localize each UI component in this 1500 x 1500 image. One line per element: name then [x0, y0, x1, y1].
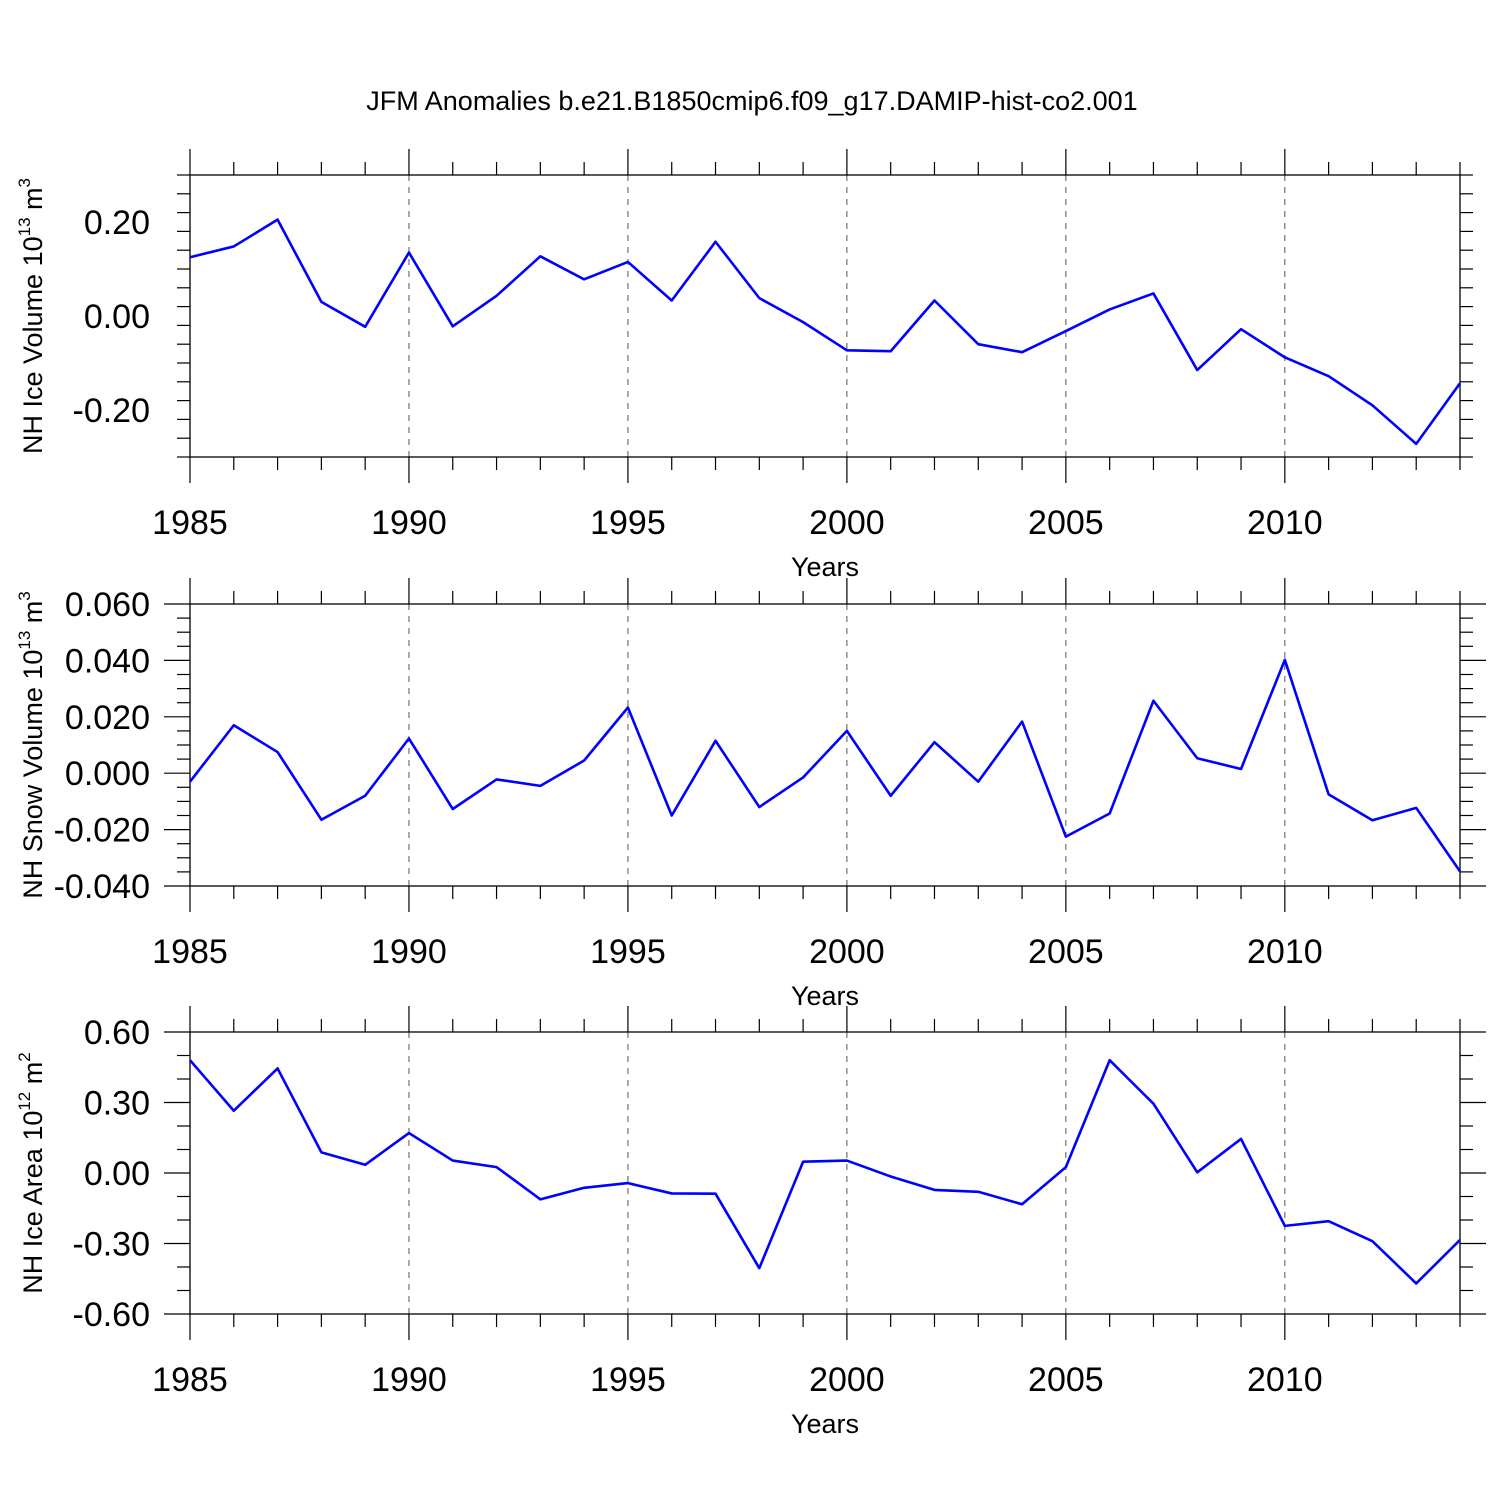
y-axis-title-exponent: 13: [15, 217, 34, 236]
y-axis-title-part: m: [18, 601, 48, 631]
x-axis-title: Years: [791, 981, 859, 1011]
y-tick-label: -0.040: [54, 868, 150, 906]
y-axis-title-exponent: 3: [15, 178, 34, 187]
y-tick-label: -0.20: [73, 392, 151, 430]
y-tick-label: 0.020: [65, 699, 150, 737]
x-tick-label: 2000: [809, 504, 885, 542]
figure-title: JFM Anomalies b.e21.B1850cmip6.f09_g17.D…: [366, 86, 1137, 116]
x-tick-label: 2000: [809, 1361, 885, 1399]
x-tick-label: 1985: [152, 504, 228, 542]
y-tick-label: 0.30: [84, 1085, 150, 1123]
plot-frame: [189, 1031, 1461, 1315]
x-tick-label: 1985: [152, 933, 228, 971]
panel-nh-ice-volume: -0.20 0.00 0.20 1985 1990 1995 2000 2005 2010 Yea…: [15, 149, 1473, 582]
x-tick-label: 1990: [371, 504, 447, 542]
x-axis-title: Years: [791, 552, 859, 582]
y-tick-label: 0.60: [84, 1014, 150, 1052]
y-axis-title-part: NH Snow Volume 10: [18, 650, 48, 899]
y-tick-label: 0.060: [65, 586, 150, 624]
y-axis-title-part: m: [18, 1062, 48, 1092]
x-tick-label: 1995: [590, 1361, 666, 1399]
series-line: [188, 658, 1462, 873]
x-tick-label: 1995: [590, 933, 666, 971]
x-tick-label: 2010: [1247, 504, 1323, 542]
y-axis-title-part: m: [18, 187, 48, 217]
x-tick-label: 1995: [590, 504, 666, 542]
y-axis-title: NH Ice Volume 1013 m3: [15, 178, 48, 454]
y-axis-title-part: NH Ice Volume 10: [18, 236, 48, 454]
y-axis-title-exponent: 12: [15, 1092, 34, 1111]
y-tick-label: 0.00: [84, 298, 150, 336]
series-line: [189, 218, 1462, 446]
y-tick-label: 0.040: [65, 642, 150, 680]
x-tick-label: 2005: [1028, 1361, 1104, 1399]
x-tick-label: 1985: [152, 1361, 228, 1399]
y-axis-title-exponent: 2: [15, 1052, 34, 1061]
panel-nh-snow-volume: -0.040 -0.020 0.000 0.020 0.040 0.060 1985 1990…: [15, 578, 1486, 1011]
y-axis-title-exponent: 3: [15, 591, 34, 600]
x-tick-label: 2000: [809, 933, 885, 971]
y-tick-label: 0.00: [84, 1155, 150, 1193]
x-tick-label: 1990: [371, 1361, 447, 1399]
x-tick-label: 2005: [1028, 933, 1104, 971]
y-tick-label: 0.20: [84, 204, 150, 242]
plot-frame: [189, 603, 1461, 887]
y-tick-label: -0.30: [73, 1226, 151, 1264]
x-tick-label: 2005: [1028, 504, 1104, 542]
panel-nh-ice-area: -0.60 -0.30 0.00 0.30 0.60 1985 1990 1995 2000 20…: [15, 1006, 1486, 1439]
y-axis-title: NH Ice Area 1012 m2: [15, 1052, 48, 1293]
x-tick-label: 1990: [371, 933, 447, 971]
series-line: [189, 1058, 1461, 1285]
x-axis-title: Years: [791, 1409, 859, 1439]
x-tick-label: 2010: [1247, 933, 1323, 971]
y-tick-label: 0.000: [65, 755, 150, 793]
y-tick-label: -0.60: [73, 1296, 151, 1334]
y-tick-label: -0.020: [54, 812, 150, 850]
y-axis-title: NH Snow Volume 1013 m3: [15, 591, 48, 899]
y-axis-title-part: NH Ice Area 10: [18, 1111, 48, 1294]
x-tick-label: 2010: [1247, 1361, 1323, 1399]
plot-frame: [189, 174, 1461, 458]
y-axis-title-exponent: 13: [15, 631, 34, 650]
